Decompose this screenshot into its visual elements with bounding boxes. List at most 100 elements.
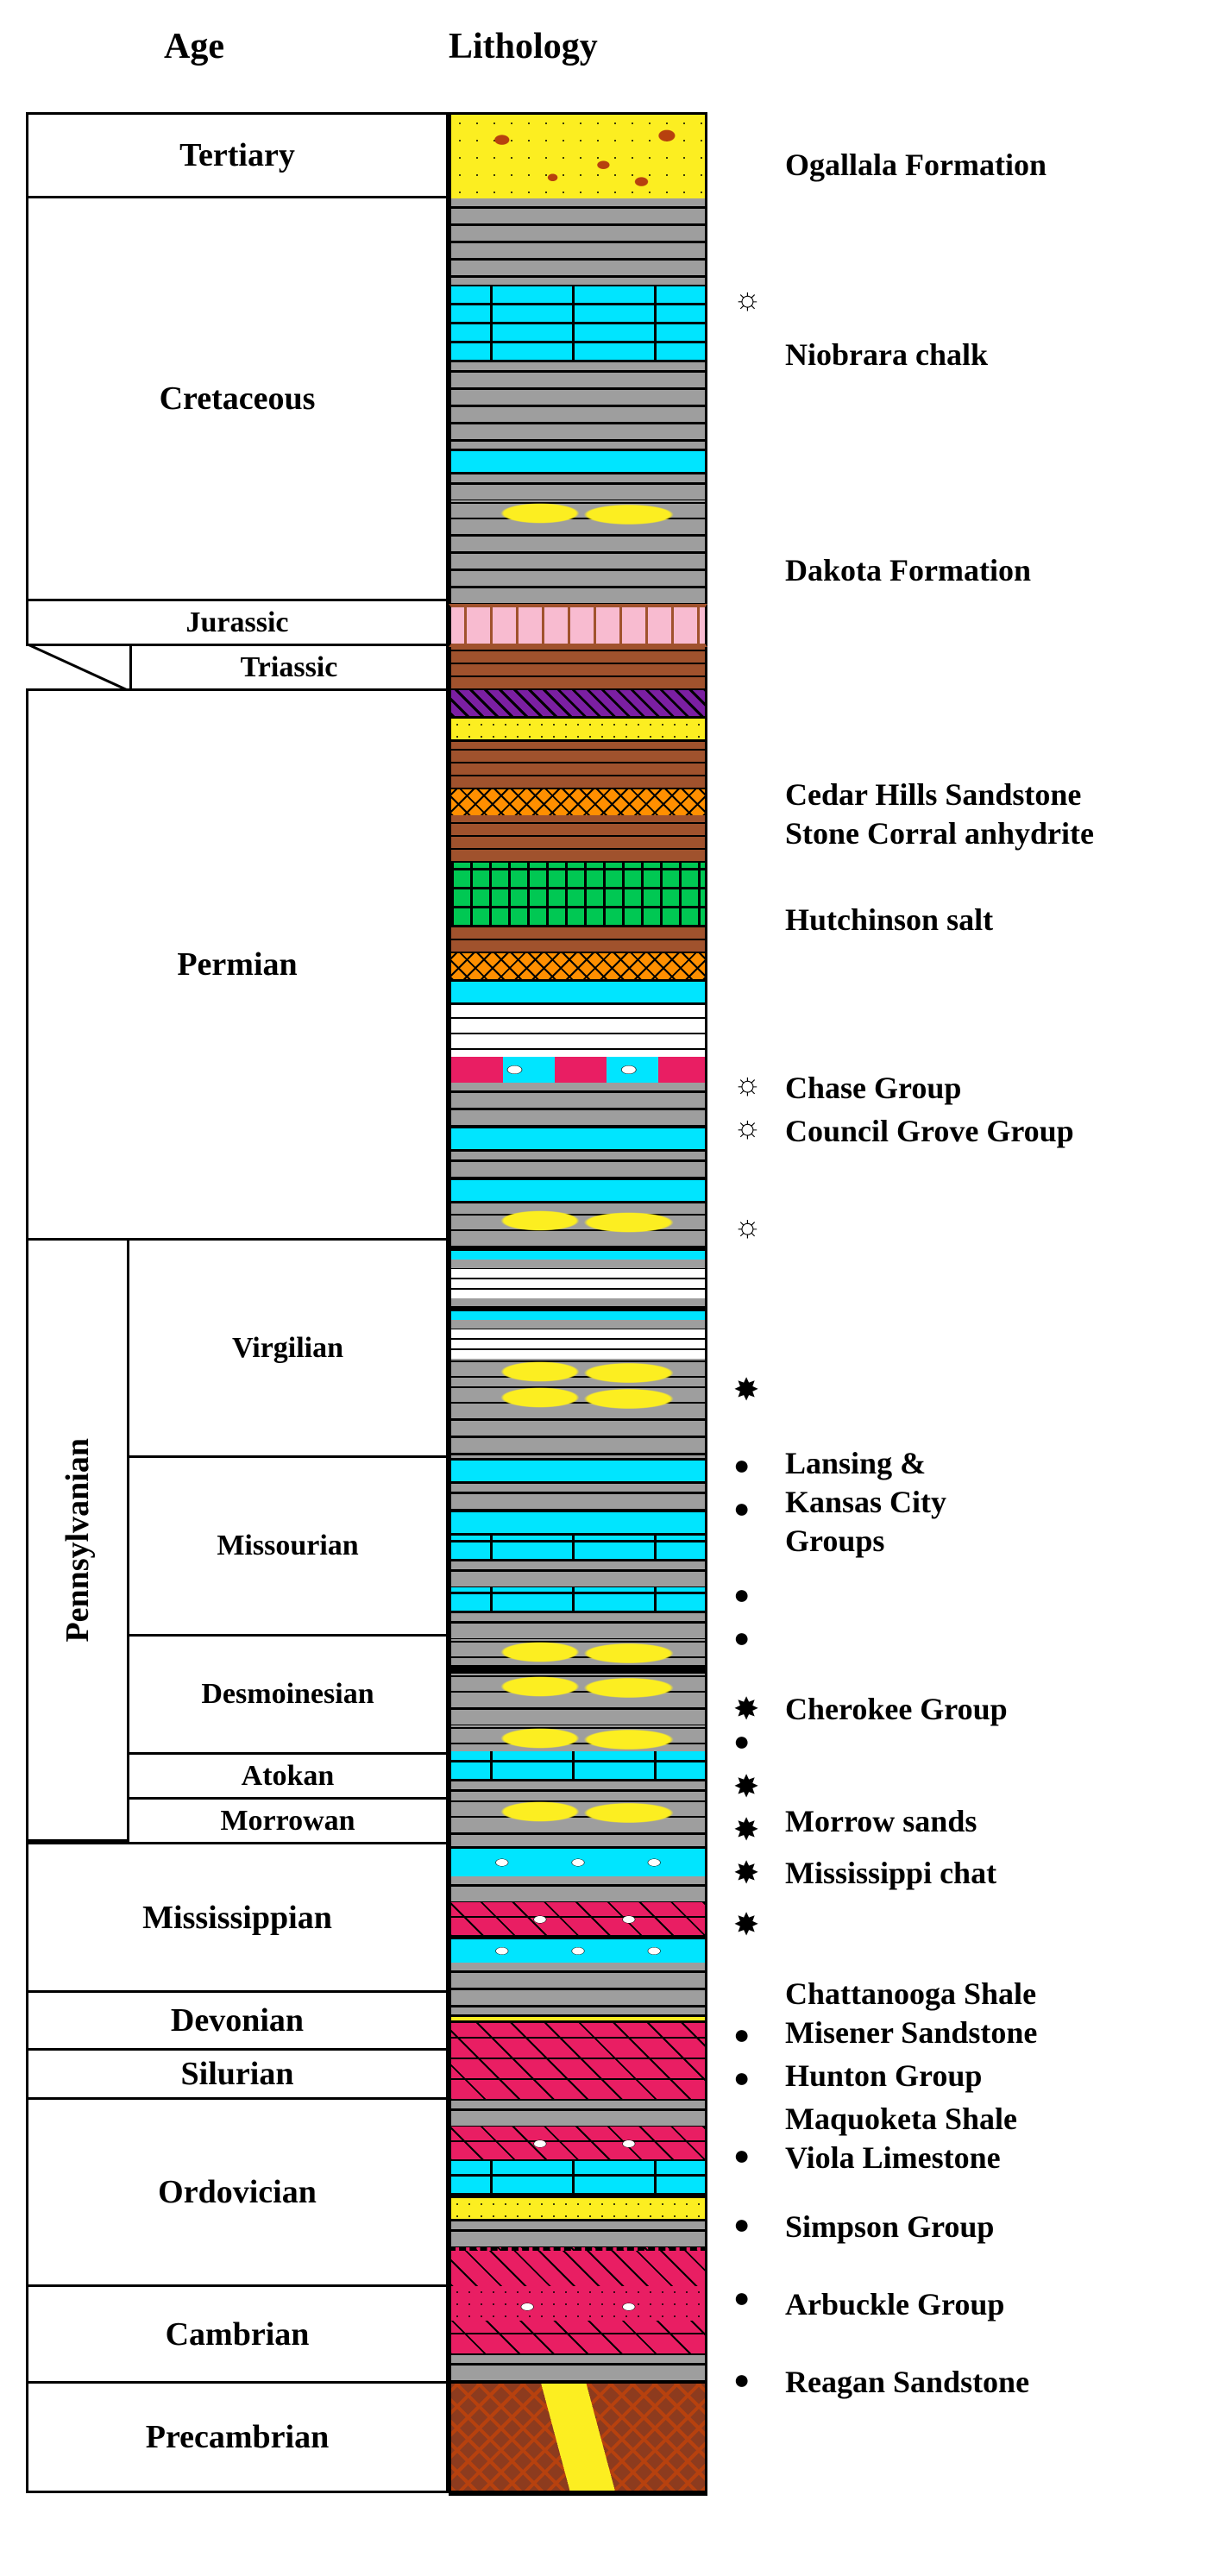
age-cretaceous: Cretaceous (26, 196, 449, 601)
marker-sun-open: ☼ (733, 1208, 762, 1244)
lith-shale (449, 526, 707, 604)
lith-magenta-limestone (449, 2321, 707, 2355)
formation-label: Misener Sandstone (785, 2014, 1037, 2051)
lithology-header: Lithology (449, 26, 598, 67)
formation-label: Ogallala Formation (785, 147, 1047, 184)
lith-brown (449, 742, 707, 789)
lith-shale (449, 1700, 707, 1725)
lith-magenta-limestone (449, 2023, 707, 2101)
age-devonian: Devonian (26, 1990, 449, 2051)
lith-shale-cyan-black (449, 1298, 707, 1329)
age-pennsylvanian: Pennsylvanian (26, 1238, 129, 1842)
lith-magenta-limestone-chert (449, 1902, 707, 1937)
age-triassic: Triassic (129, 644, 449, 691)
lith-shale-cyan-black (449, 1238, 707, 1268)
age-tertiary: Tertiary (26, 112, 449, 198)
formation-label: Groups (785, 1523, 884, 1560)
marker-dot: ● (733, 2062, 750, 2094)
formation-label: Mississippi chat (785, 1855, 996, 1892)
formation-label: Stone Corral anhydrite (785, 815, 1094, 852)
formation-label: Reagan Sandstone (785, 2364, 1029, 2401)
lith-limestone (449, 1536, 707, 1561)
formation-label: Kansas City (785, 1484, 946, 1521)
age-morrowan: Morrowan (127, 1797, 449, 1844)
marker-dot: ● (733, 1449, 750, 1481)
lith-green-cross (449, 863, 707, 927)
lith-orange-cross (449, 953, 707, 979)
lith-shale (449, 1825, 707, 1846)
lith-limestone-chert (449, 1057, 707, 1083)
lith-shale (449, 474, 707, 500)
lith-shale (449, 1963, 707, 1997)
marker-sun-open: ☼ (733, 1109, 762, 1145)
lith-brown (449, 927, 707, 953)
lith-shale (449, 198, 707, 285)
lith-black (449, 1665, 707, 1674)
age-atokan: Atokan (127, 1752, 449, 1800)
lith-sand-lens-grey (449, 1639, 707, 1665)
lith-magenta-limestone-chert (449, 2127, 707, 2161)
formation-label: Arbuckle Group (785, 2286, 1004, 2323)
marker-dot: ● (733, 1622, 750, 1654)
age-desmoinesian: Desmoinesian (127, 1634, 449, 1755)
marker-dot: ● (733, 1725, 750, 1757)
lith-shale (449, 1561, 707, 1587)
lith-yellow-dots (449, 2014, 707, 2023)
formation-label: Hunton Group (785, 2058, 982, 2095)
age-silurian: Silurian (26, 2048, 449, 2100)
age-mississippian: Mississippian (26, 1842, 449, 1993)
lith-limestone (449, 285, 707, 362)
lith-shale (449, 1083, 707, 1126)
stratigraphic-column: Age Lithology TertiaryCretaceousJurassic… (26, 26, 1206, 2550)
lith-shale-cyan (449, 1329, 707, 1359)
lith-yellow-dots (449, 716, 707, 742)
lith-shale-pink (449, 1005, 707, 1057)
formation-label: Maquoketa Shale (785, 2101, 1017, 2138)
lith-sand-lens-grey (449, 1203, 707, 1238)
lith-sand-lens-grey (449, 1799, 707, 1825)
lith-shale (449, 1484, 707, 1510)
lith-orange-cross (449, 789, 707, 815)
lith-shale (449, 1411, 707, 1458)
marker-sun-open: ☼ (733, 1065, 762, 1102)
lith-shale (449, 1152, 707, 1178)
formation-label: Council Grove Group (785, 1113, 1074, 1150)
lith-yellow-dots (449, 2196, 707, 2221)
lith-sand-lens (449, 500, 707, 526)
lith-cyan-line (449, 449, 707, 474)
marker-dot: ● (733, 2019, 750, 2051)
lith-shale (449, 2355, 707, 2381)
lith-shale (449, 2221, 707, 2247)
lith-brown (449, 647, 707, 690)
age-precambrian: Precambrian (26, 2381, 449, 2493)
lith-sand-lens-grey (449, 1385, 707, 1411)
formation-label: Chase Group (785, 1070, 961, 1107)
lith-shale (449, 1997, 707, 2014)
lith-shale (449, 2101, 707, 2127)
lith-cyan-chert (449, 1937, 707, 1963)
marker-sun-filled: ✸ (733, 1812, 759, 1848)
lith-conglomerate (449, 112, 707, 198)
marker-sun-filled: ✸ (733, 1691, 759, 1727)
lith-shale (449, 1781, 707, 1799)
lith-pink-wavy (449, 604, 707, 647)
formation-label: Hutchinson salt (785, 902, 993, 939)
marker-dot: ● (733, 1579, 750, 1611)
lith-cyan-line (449, 1126, 707, 1152)
lith-cyan-line (449, 979, 707, 1005)
lith-limestone (449, 1587, 707, 1613)
formation-label: Niobrara chalk (785, 336, 988, 374)
lith-shale (449, 1613, 707, 1639)
age-jurassic: Jurassic (26, 599, 449, 646)
age-ordovician: Ordovician (26, 2097, 449, 2287)
formation-label: Lansing & (785, 1445, 926, 1482)
lith-magenta-wavy (449, 2247, 707, 2286)
age-virgilian: Virgilian (127, 1238, 449, 1458)
lith-limestone (449, 2161, 707, 2196)
lith-sand-lens-grey (449, 1725, 707, 1751)
lith-cyan-line (449, 1458, 707, 1484)
marker-sun-filled: ✸ (733, 1907, 759, 1943)
marker-dot: ● (733, 2208, 750, 2240)
lith-shale (449, 1876, 707, 1902)
formation-label: Cedar Hills Sandstone (785, 776, 1081, 814)
